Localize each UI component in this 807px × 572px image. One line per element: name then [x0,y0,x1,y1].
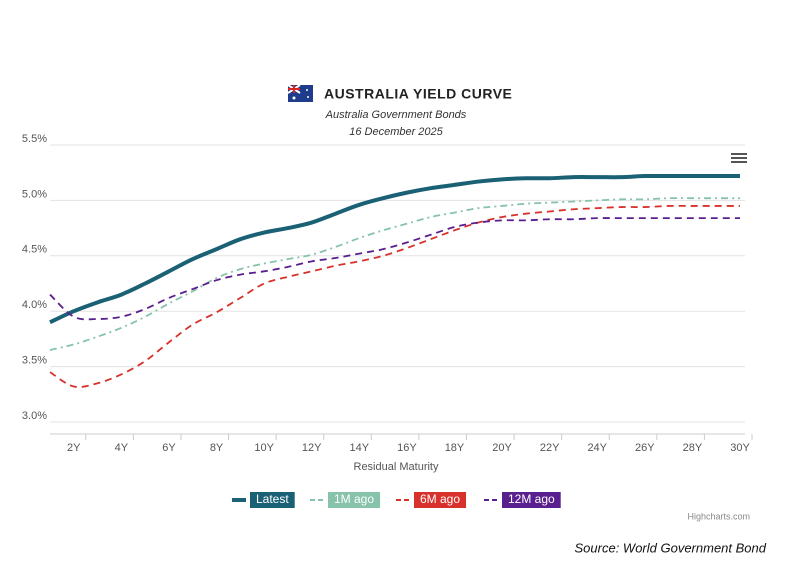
x-tick-label: 22Y [540,442,560,454]
x-tick-label: 20Y [492,442,512,454]
legend-box [414,492,467,508]
x-tick-label: 2Y [67,442,81,454]
legend-box [250,492,295,508]
x-tick-label: 14Y [350,442,370,454]
legend-item[interactable]: 12M ago [484,492,561,508]
legend-label: 6M ago [420,492,460,506]
series-line [49,197,740,351]
x-tick-label: 26Y [635,442,655,454]
y-tick-label: 5.5% [22,133,47,145]
y-tick-label: 4.0% [22,299,47,311]
legend-box [502,492,561,508]
x-tick-label: 16Y [397,442,417,454]
y-tick-label: 3.5% [22,355,47,367]
legend-box [328,492,381,508]
y-tick-label: 3.0% [22,410,47,422]
x-tick-label: 24Y [587,442,607,454]
x-tick-label: 6Y [162,442,176,454]
flag [287,84,313,102]
x-tick-label: 8Y [210,442,224,454]
legend-item[interactable]: 1M ago [310,492,381,508]
x-tick-label: 4Y [115,442,129,454]
x-axis-label: Residual Maturity [354,461,439,473]
x-tick-label: 30Y [730,442,750,454]
x-tick-label: 18Y [445,442,465,454]
chart-title: AUSTRALIA YIELD CURVE [324,86,512,102]
y-tick-label: 4.5% [22,244,47,256]
x-tick-label: 12Y [302,442,322,454]
credits: Highcharts.com [687,511,750,521]
legend-label: Latest [256,492,289,506]
series-line [49,217,740,321]
legend-item[interactable]: Latest [232,492,295,508]
legend-label: 12M ago [508,492,555,506]
legend-label: 1M ago [334,492,374,506]
menu-button[interactable] [731,153,747,163]
chart-date: 16 December 2025 [349,126,443,138]
x-tick-label: 10Y [254,442,274,454]
series-line [49,204,740,388]
series-line [49,173,740,325]
y-tick-label: 5.0% [22,188,47,200]
chart-subtitle: Australia Government Bonds [325,109,467,121]
legend-item[interactable]: 6M ago [396,492,467,508]
source: Source: World Government Bond [575,540,767,555]
x-tick-label: 28Y [683,442,703,454]
